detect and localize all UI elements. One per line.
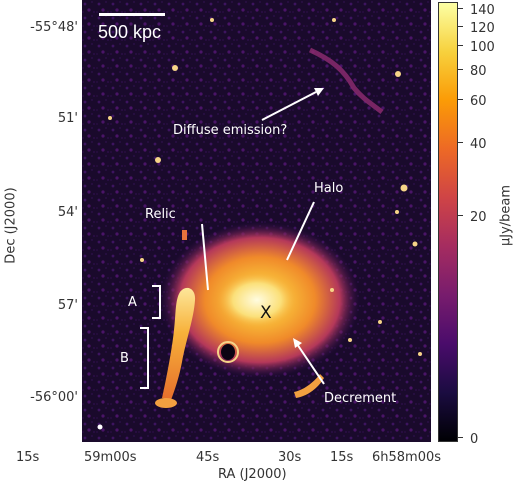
colorbar-tick-mark xyxy=(458,26,463,27)
colorbar-tick-mark xyxy=(458,215,463,216)
colorbar-tick-mark xyxy=(458,437,463,438)
x-tick-1: 15s xyxy=(16,450,40,465)
cb-tick-20: 20 xyxy=(470,210,487,225)
center-x-marker: X xyxy=(260,303,272,323)
region-b-label: B xyxy=(120,351,129,366)
x-tick-6: 6h58m00s xyxy=(372,450,442,465)
x-tick-5: 15s xyxy=(330,450,354,465)
arrowheads xyxy=(293,88,324,348)
relic-south-blob xyxy=(155,398,177,408)
colorbar-tick-mark xyxy=(458,8,463,9)
relic-emission xyxy=(162,287,196,400)
y-tick-3: 54' xyxy=(57,205,78,220)
cb-tick-120: 120 xyxy=(470,21,495,36)
cb-tick-60: 60 xyxy=(470,94,487,109)
radio-image: 500 kpc Diffuse emission? Halo Relic A B… xyxy=(82,0,431,442)
west-bar-source xyxy=(182,230,187,240)
colorbar-label: μJy/beam xyxy=(498,184,514,247)
y-tick-1: -55°48' xyxy=(30,20,78,35)
cb-tick-40: 40 xyxy=(470,137,487,152)
decrement-label: Decrement xyxy=(324,391,396,406)
halo-core xyxy=(217,272,297,328)
colorbar-tick-mark xyxy=(458,142,463,143)
diffuse-filament xyxy=(308,47,384,114)
y-tick-5: -56°00' xyxy=(30,390,78,405)
colorbar-tick-mark xyxy=(458,99,463,100)
point-sources xyxy=(97,18,422,430)
x-tick-3: 45s xyxy=(196,450,220,465)
x-tick-2: 59m00s xyxy=(84,450,137,465)
colorbar-tick-mark xyxy=(458,69,463,70)
decrement-ring xyxy=(217,341,239,363)
y-axis-label: Dec (J2000) xyxy=(3,187,19,264)
halo-label: Halo xyxy=(314,181,343,196)
y-tick-2: 51' xyxy=(57,111,78,126)
x-axis-label: RA (J2000) xyxy=(218,467,287,482)
diffuse-label: Diffuse emission? xyxy=(173,123,287,138)
scalebar-label: 500 kpc xyxy=(98,22,161,42)
scalebar-line xyxy=(99,13,165,16)
cb-tick-100: 100 xyxy=(470,40,495,55)
relic-label: Relic xyxy=(145,207,176,222)
region-a-label: A xyxy=(128,295,137,310)
cb-tick-80: 80 xyxy=(470,64,487,79)
colorbar xyxy=(438,2,458,442)
y-tick-4: 57' xyxy=(57,298,78,313)
decrement-hole xyxy=(221,344,235,360)
southeast-source xyxy=(294,374,324,398)
annotation-lines xyxy=(140,91,325,389)
cb-tick-140: 140 xyxy=(470,3,495,18)
x-tick-4: 30s xyxy=(278,450,302,465)
cb-tick-0: 0 xyxy=(470,432,479,447)
colorbar-tick-mark xyxy=(458,45,463,46)
